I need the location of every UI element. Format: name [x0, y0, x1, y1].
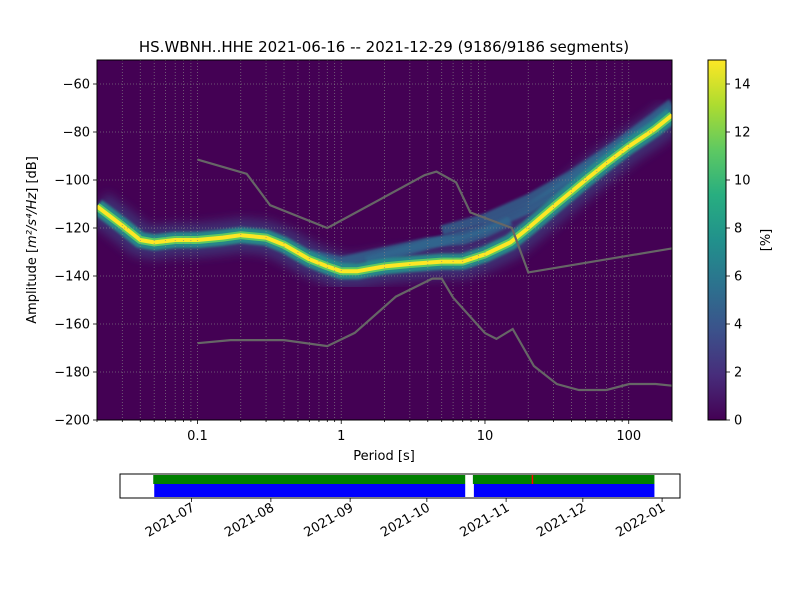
colorbar-tick-label: 12	[734, 126, 751, 141]
heatmap-layer	[97, 99, 672, 289]
x-axis-ticks: 0.1 1 10 100	[96, 420, 673, 444]
high-noise-model-line	[197, 158, 672, 274]
colorbar-tick-label: 10	[734, 174, 751, 189]
colorbar-gradient	[707, 59, 727, 421]
timeline-tick-label: 2021-08	[222, 500, 277, 540]
x-tick-label: 1	[337, 429, 345, 444]
timeline-tick-label: 2021-09	[302, 500, 357, 540]
colorbar-tick-label: 14	[734, 78, 751, 93]
data-availability-timeline: 2021-07 2021-08 2021-09 2021-10 2021-11 2021-…	[119, 473, 681, 541]
y-axis-label: Amplitude [m²/s⁴/Hz] [dB]	[25, 156, 40, 324]
availability-bar	[153, 475, 466, 484]
low-noise-model-line	[197, 277, 672, 392]
colorbar-tick-label: 4	[734, 318, 742, 333]
availability-bar	[472, 475, 655, 484]
timeline-tick-label: 2021-12	[534, 500, 589, 540]
y-tick-label: −140	[54, 270, 90, 285]
y-tick-label: −100	[54, 174, 90, 189]
timeline-tick-label: 2021-10	[378, 500, 433, 540]
x-axis-label: Period [s]	[353, 449, 415, 464]
x-tick-label: 10	[477, 429, 494, 444]
colorbar-tick-label: 2	[734, 366, 742, 381]
x-tick-label: 0.1	[187, 429, 208, 444]
colorbar: 0 2 4 6 8 10 12 14 [%]	[707, 59, 774, 429]
colorbar-ticks: 0 2 4 6 8 10 12 14	[726, 78, 751, 429]
used-data-bar	[154, 484, 466, 497]
noise-models	[197, 158, 672, 392]
gap-marker	[531, 475, 534, 484]
grid-lines	[97, 60, 672, 420]
timeline-ticks: 2021-07 2021-08 2021-09 2021-10 2021-11 2021-…	[143, 498, 668, 541]
timeline-tick-label: 2021-11	[458, 500, 513, 540]
colorbar-label: [%]	[759, 229, 774, 252]
used-data-bar	[473, 484, 655, 497]
y-tick-label: −120	[54, 222, 90, 237]
timeline-tick-label: 2021-07	[143, 500, 198, 540]
y-tick-label: −180	[54, 366, 90, 381]
y-tick-label: −160	[54, 318, 90, 333]
y-axis-ticks: −60 −80 −100 −120 −140 −160 −180 −200	[54, 78, 97, 429]
main-ridge	[97, 113, 672, 274]
plot-area: 0.1 1 10 100 −60 −80 −100 −120 −140 −160 −180 −200	[54, 59, 673, 444]
colorbar-tick-label: 0	[734, 414, 742, 429]
timeline-bars	[153, 475, 655, 497]
colorbar-tick-label: 6	[734, 270, 742, 285]
x-tick-label: 100	[616, 429, 641, 444]
chart-title: HS.WBNH..HHE 2021-06-16 -- 2021-12-29 (9…	[139, 38, 629, 56]
y-tick-label: −80	[63, 126, 90, 141]
y-tick-label: −60	[63, 78, 90, 93]
timeline-tick-label: 2022-01	[614, 500, 669, 540]
y-tick-label: −200	[54, 414, 90, 429]
colorbar-tick-label: 8	[734, 222, 742, 237]
